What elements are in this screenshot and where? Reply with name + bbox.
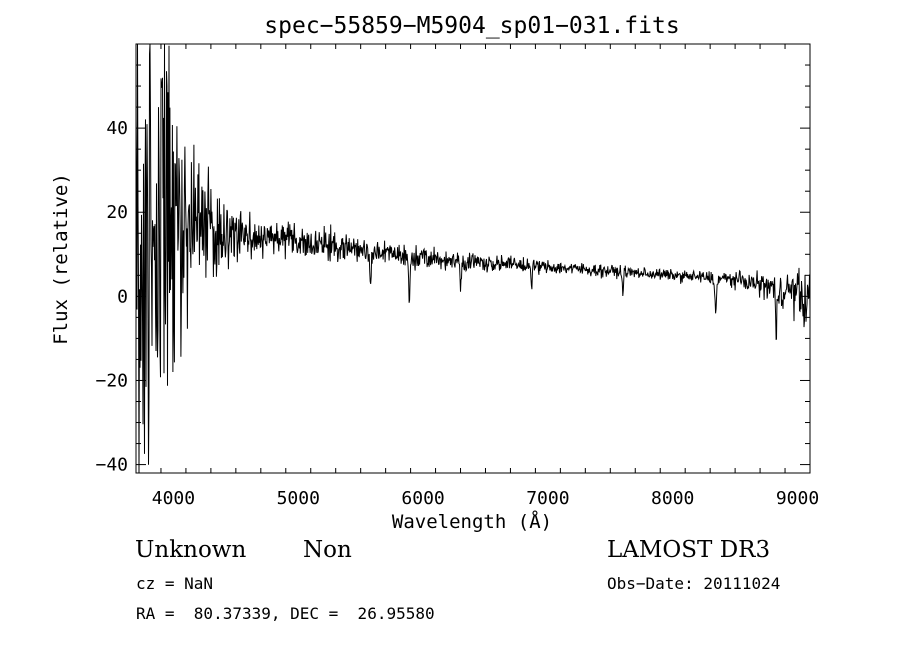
- y-tick-label: 20: [106, 202, 128, 223]
- y-tick-label: 40: [106, 118, 128, 139]
- object-class: Unknown: [135, 537, 247, 563]
- x-tick-label: 6000: [401, 488, 444, 509]
- observation-date: Obs−Date: 20111024: [607, 574, 781, 593]
- object-subclass: Non: [303, 537, 352, 563]
- y-axis-label: Flux (relative): [50, 173, 72, 345]
- x-tick-label: 7000: [526, 488, 569, 509]
- axis-ticks: [136, 44, 811, 473]
- x-tick-labels: 4000 5000 6000 7000 8000 9000: [152, 488, 819, 509]
- x-tick-label: 8000: [651, 488, 694, 509]
- coordinates-readout: RA = 80.37339, DEC = 26.95580: [136, 604, 435, 623]
- spectrum-line: [135, 43, 811, 474]
- survey-name: LAMOST DR3: [607, 537, 771, 563]
- x-tick-label: 5000: [277, 488, 320, 509]
- y-tick-label: −40: [95, 455, 128, 476]
- y-tick-label: −20: [95, 370, 128, 391]
- x-tick-label: 4000: [152, 488, 195, 509]
- y-tick-labels: −40 −20 0 20 40: [95, 118, 128, 475]
- y-tick-label: 0: [117, 286, 128, 307]
- x-axis-label: Wavelength (Å): [392, 510, 552, 533]
- x-tick-label: 9000: [776, 488, 819, 509]
- chart-title: spec−55859−M5904_sp01−031.fits: [264, 13, 679, 39]
- redshift-readout: cz = NaN: [136, 574, 214, 593]
- plot-frame: [135, 43, 811, 474]
